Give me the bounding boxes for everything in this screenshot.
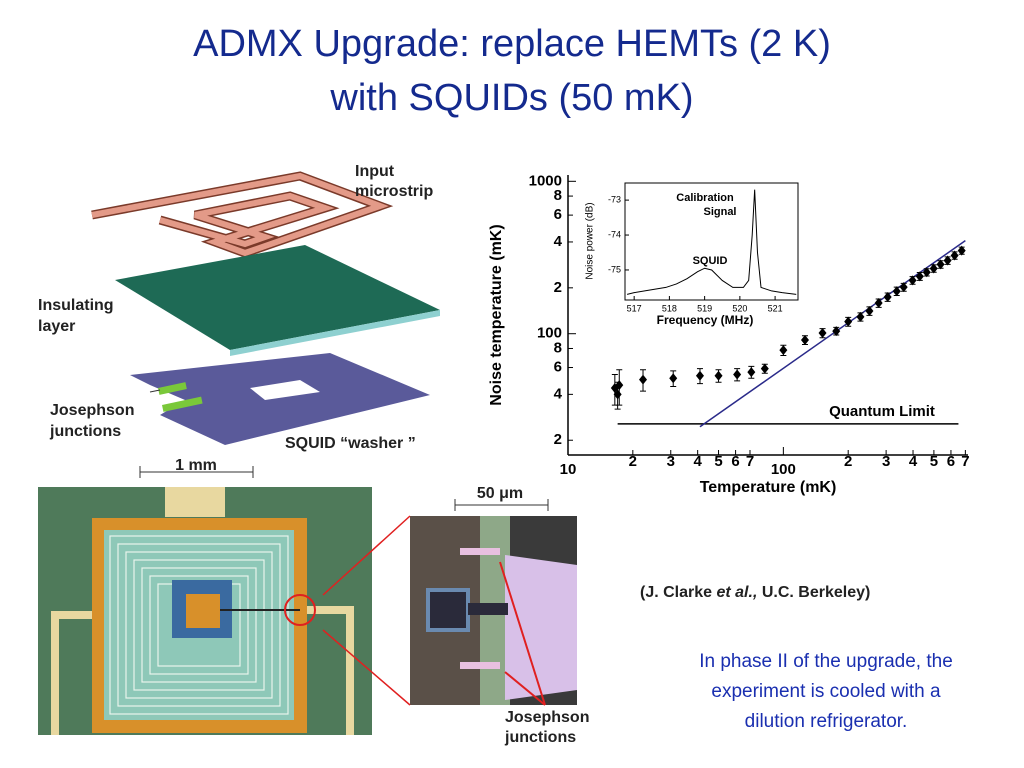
scale-label: 1 mm bbox=[175, 457, 217, 474]
credit: (J. Clarke et al., U.C. Berkeley) bbox=[640, 584, 870, 601]
annotation: Calibration bbox=[676, 192, 734, 204]
data-point bbox=[950, 250, 959, 261]
data-point bbox=[800, 334, 809, 345]
caption-line: In phase II of the upgrade, the bbox=[699, 651, 953, 672]
data-point bbox=[865, 305, 874, 316]
caption-line: dilution refrigerator. bbox=[745, 711, 908, 732]
data-point bbox=[832, 326, 841, 337]
data-point bbox=[818, 328, 827, 339]
reference-line bbox=[699, 240, 966, 428]
inset-frame bbox=[624, 182, 799, 301]
data-point bbox=[899, 282, 908, 293]
data-point bbox=[639, 374, 648, 385]
x-tick-label: 3 bbox=[882, 453, 890, 470]
data-point bbox=[892, 286, 901, 297]
photo-label: Josephson bbox=[505, 709, 589, 726]
diagram-label: Input bbox=[355, 163, 395, 180]
y-tick-label: 8 bbox=[554, 339, 562, 356]
photo-label: junctions bbox=[504, 729, 576, 746]
data-point bbox=[856, 311, 865, 322]
diagram-label: Josephson bbox=[50, 402, 134, 419]
data-point bbox=[908, 275, 917, 286]
data-point bbox=[615, 380, 624, 391]
y-axis-label: Noise power (dB) bbox=[585, 202, 596, 279]
annotation: Signal bbox=[703, 206, 736, 218]
data-point bbox=[936, 259, 945, 270]
junction-photo bbox=[322, 499, 577, 706]
diagram-label: Insulating bbox=[38, 297, 114, 314]
y-tick-label: -75 bbox=[608, 264, 621, 274]
x-tick-label: 6 bbox=[731, 453, 739, 470]
diagram-label: layer bbox=[38, 318, 75, 335]
data-point bbox=[779, 345, 788, 356]
y-tick-label: 6 bbox=[554, 206, 562, 223]
caption-line: experiment is cooled with a bbox=[711, 681, 941, 702]
data-point bbox=[957, 245, 966, 256]
x-axis-label: Frequency (MHz) bbox=[657, 313, 754, 327]
data-point bbox=[844, 316, 853, 327]
y-tick-label: 100 bbox=[537, 325, 562, 342]
y-tick-label: 1000 bbox=[529, 172, 562, 189]
x-tick-label: 2 bbox=[629, 453, 637, 470]
diagram-label: junctions bbox=[49, 423, 121, 440]
y-tick-label: 2 bbox=[554, 279, 562, 296]
data-point bbox=[874, 298, 883, 309]
x-tick-label: 7 bbox=[961, 453, 969, 470]
data-point bbox=[929, 263, 938, 274]
credit-part: U.C. Berkeley) bbox=[757, 584, 870, 601]
title-line: ADMX Upgrade: replace HEMTs (2 K) bbox=[193, 23, 831, 65]
credit-part: (J. Clarke bbox=[640, 584, 716, 601]
annotation: Quantum Limit bbox=[829, 403, 935, 420]
scale-label: 50 μm bbox=[477, 485, 523, 502]
data-point bbox=[760, 363, 769, 374]
data-point bbox=[695, 370, 704, 381]
credit-part: et al., bbox=[716, 584, 757, 601]
data-point bbox=[943, 255, 952, 266]
data-point bbox=[669, 373, 678, 384]
x-tick-label: 519 bbox=[697, 303, 712, 313]
y-axis-label: Noise temperature (mK) bbox=[488, 224, 505, 405]
x-tick-label: 517 bbox=[627, 303, 642, 313]
data-point bbox=[883, 292, 892, 303]
data-point bbox=[733, 369, 742, 380]
title-line: with SQUIDs (50 mK) bbox=[329, 77, 693, 119]
squid-diagram bbox=[91, 171, 440, 445]
noise-line bbox=[626, 189, 797, 295]
x-tick-label: 10 bbox=[560, 461, 577, 478]
x-tick-label: 2 bbox=[844, 453, 852, 470]
data-point bbox=[915, 271, 924, 282]
y-tick-label: -74 bbox=[608, 229, 621, 239]
x-tick-label: 4 bbox=[693, 453, 702, 470]
x-tick-label: 4 bbox=[909, 453, 918, 470]
diagram-label: SQUID “washer ” bbox=[285, 435, 416, 452]
data-point bbox=[747, 367, 756, 378]
x-tick-label: 5 bbox=[714, 453, 722, 470]
y-tick-label: 6 bbox=[554, 358, 562, 375]
chip-photo bbox=[38, 466, 372, 735]
y-tick-label: 2 bbox=[554, 431, 562, 448]
x-tick-label: 6 bbox=[947, 453, 955, 470]
y-tick-label: -73 bbox=[608, 194, 621, 204]
x-tick-label: 3 bbox=[667, 453, 675, 470]
x-tick-label: 7 bbox=[746, 453, 754, 470]
x-axis-label: Temperature (mK) bbox=[700, 479, 837, 496]
y-tick-label: 4 bbox=[554, 385, 563, 402]
x-tick-label: 5 bbox=[930, 453, 938, 470]
data-point bbox=[922, 267, 931, 278]
diagram-label: microstrip bbox=[355, 183, 433, 200]
x-tick-label: 518 bbox=[662, 303, 677, 313]
annotation: SQUID bbox=[693, 255, 728, 267]
x-tick-label: 100 bbox=[771, 461, 796, 478]
y-tick-label: 4 bbox=[554, 233, 563, 250]
x-tick-label: 520 bbox=[732, 303, 747, 313]
y-tick-label: 8 bbox=[554, 187, 562, 204]
data-point bbox=[714, 370, 723, 381]
x-tick-label: 521 bbox=[768, 303, 783, 313]
